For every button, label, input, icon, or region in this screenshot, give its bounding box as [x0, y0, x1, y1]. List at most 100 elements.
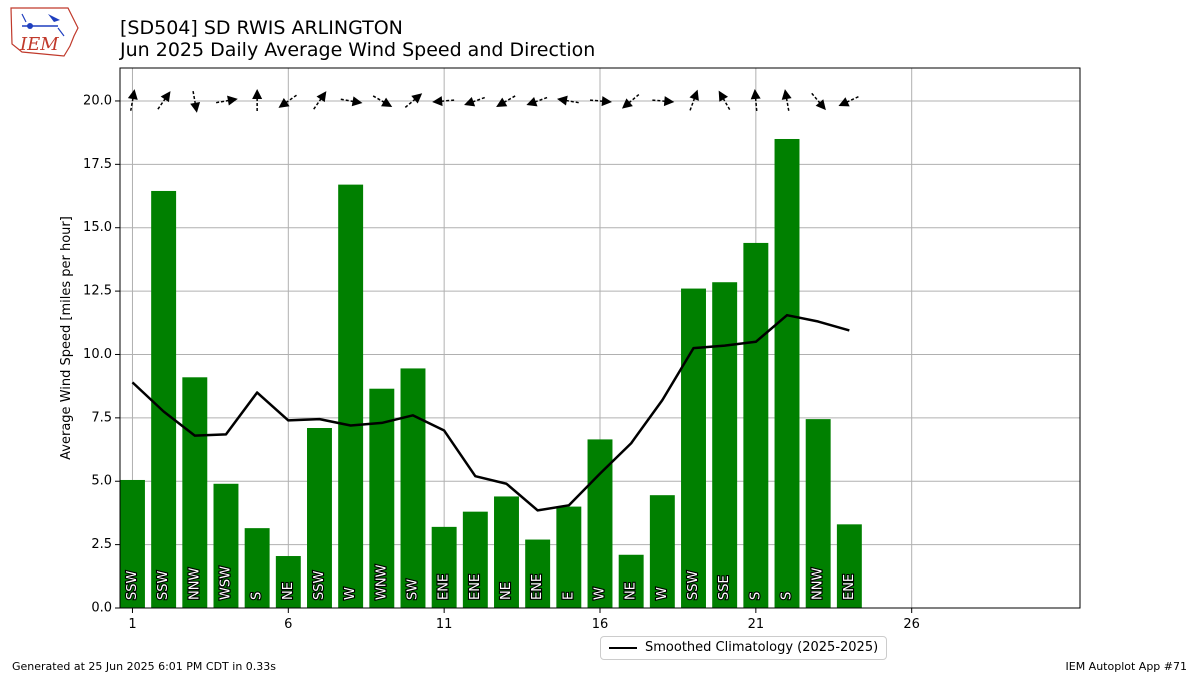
wind-arrow-shaft — [589, 99, 605, 103]
bar — [431, 526, 457, 608]
title-block: [SD504] SD RWIS ARLINGTON Jun 2025 Daily… — [120, 17, 595, 61]
wind-arrow — [557, 95, 579, 106]
bar — [494, 496, 519, 608]
direction-label: S — [250, 592, 265, 600]
wind-arrow-shaft — [652, 99, 667, 103]
wind-arrow-head — [838, 97, 850, 107]
wind-arrow — [157, 91, 171, 110]
wind-arrow-head — [750, 89, 761, 100]
bar — [525, 539, 551, 608]
wind-arrow — [621, 93, 640, 109]
wind-arrow-head — [252, 88, 263, 99]
wind-arrow-head — [227, 95, 238, 106]
wind-arrow-shaft — [440, 99, 455, 103]
bar — [836, 524, 862, 608]
bar — [213, 483, 239, 608]
legend-line-swatch — [609, 646, 637, 649]
direction-label: SSW — [156, 570, 171, 600]
bar — [307, 428, 332, 608]
y-axis-label: Average Wind Speed [miles per hour] — [59, 216, 74, 460]
bar — [120, 479, 145, 608]
wind-arrow — [278, 94, 297, 108]
bar — [712, 282, 738, 608]
direction-label: NE — [281, 582, 296, 600]
y-tick-label: 0.0 — [91, 601, 112, 616]
x-tick-label: 6 — [284, 617, 292, 632]
wind-arrow-head — [127, 89, 138, 100]
wind-arrow-head — [190, 102, 201, 113]
axes: 1 6 11 16 21 260.02.55.07.510.012.515.017.520… — [83, 93, 920, 632]
wind-arrow-head — [316, 91, 327, 103]
x-tick-label: 1 — [128, 617, 136, 632]
wind-arrow-head — [601, 96, 612, 107]
wind-arrow-head — [663, 96, 675, 107]
direction-label: W — [655, 587, 670, 600]
logo-text: IEM — [19, 34, 59, 55]
y-tick-label: 10.0 — [83, 347, 112, 362]
wind-arrow — [252, 88, 263, 111]
wind-arrow-head — [381, 97, 393, 107]
wind-arrow-shaft — [340, 98, 355, 103]
wind-arrows — [127, 88, 859, 113]
wind-arrow-head — [496, 97, 508, 107]
wind-arrow-shaft — [192, 90, 197, 106]
bar — [338, 184, 364, 608]
wind-arrow-shaft — [533, 96, 548, 104]
y-tick-label: 17.5 — [83, 157, 112, 172]
direction-label: ENE — [468, 574, 483, 600]
footer-generated: Generated at 25 Jun 2025 6:01 PM CDT in … — [12, 660, 277, 673]
chart-title: [SD504] SD RWIS ARLINGTON — [120, 17, 403, 39]
wind-arrow — [372, 95, 393, 107]
direction-label: W — [343, 587, 358, 600]
wind-arrow — [340, 96, 363, 107]
wind-arrow — [718, 90, 731, 110]
direction-label: S — [748, 592, 763, 600]
wind-arrow — [689, 89, 699, 111]
y-tick-label: 7.5 — [91, 410, 112, 425]
wind-arrow-shaft — [129, 96, 134, 111]
direction-label: NE — [624, 582, 639, 600]
direction-label: ENE — [530, 574, 545, 600]
wind-arrow-head — [689, 89, 699, 101]
wind-arrow-shaft — [754, 96, 758, 111]
direction-label: SSW — [686, 570, 701, 600]
bar — [805, 419, 831, 608]
y-tick-label: 5.0 — [91, 474, 112, 489]
wind-arrow-head — [464, 96, 476, 107]
wind-arrow-head — [621, 98, 633, 109]
wind-arrow — [313, 91, 327, 110]
direction-label: WNW — [374, 564, 389, 600]
direction-label: ENE — [842, 574, 857, 600]
bar — [151, 190, 177, 608]
direction-label: NNW — [811, 568, 826, 600]
bars — [120, 138, 862, 609]
wind-arrow-shaft — [372, 95, 386, 104]
wind-arrow-shaft — [313, 97, 323, 110]
direction-label: WSW — [218, 566, 233, 600]
direction-label: E — [561, 592, 576, 600]
wind-arrow-shaft — [811, 92, 822, 105]
footer-app: IEM Autoplot App #71 — [1065, 660, 1188, 673]
wind-arrow-shaft — [157, 97, 167, 110]
wind-arrow-shaft — [785, 96, 790, 111]
climatology-series-line — [131, 313, 850, 512]
wind-arrow-shaft — [284, 94, 297, 104]
direction-label: NNW — [187, 568, 202, 600]
x-tick-label: 26 — [903, 617, 920, 632]
y-tick-label: 20.0 — [83, 93, 112, 108]
wind-arrow — [750, 89, 761, 111]
wind-arrow-shaft — [502, 95, 516, 104]
wind-arrow-head — [526, 96, 538, 107]
bar — [556, 506, 582, 608]
wind-arrow-shaft — [404, 97, 417, 108]
wind-arrow-shaft — [471, 96, 485, 104]
bar — [774, 138, 800, 609]
wind-arrow-head — [718, 90, 729, 102]
wind-arrow-head — [432, 96, 443, 107]
wind-arrow-shaft — [845, 96, 859, 104]
wind-arrow-head — [781, 89, 792, 100]
direction-label: NE — [499, 582, 514, 600]
wind-arrow-head — [351, 96, 363, 107]
bar — [681, 288, 706, 608]
direction-label: SSW — [312, 570, 327, 600]
